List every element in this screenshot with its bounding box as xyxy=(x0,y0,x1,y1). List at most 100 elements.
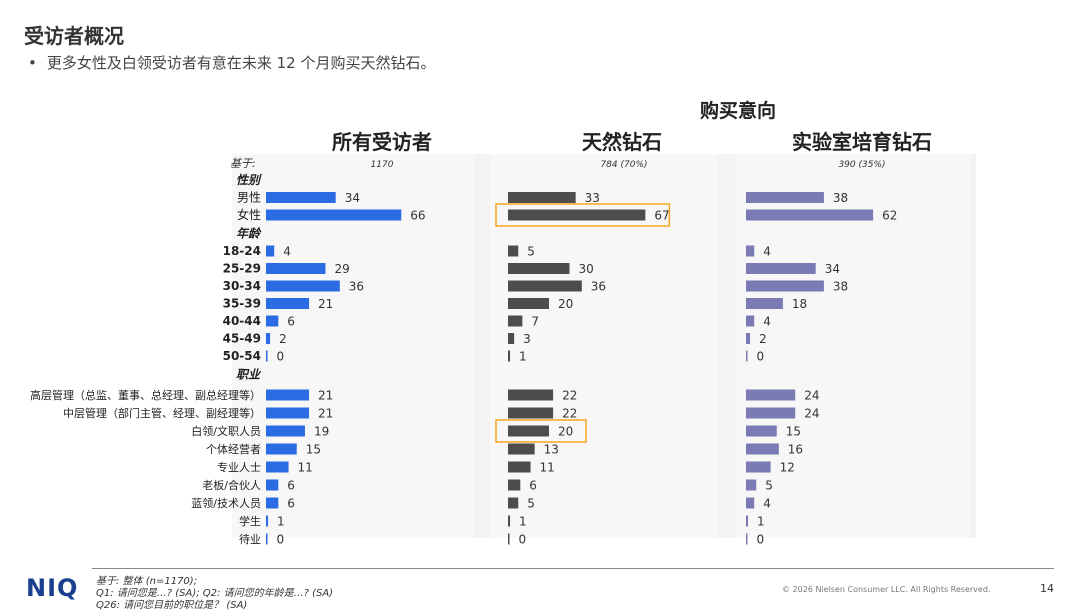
bar-value-label: 38 xyxy=(833,191,848,205)
bar-value-label: 6 xyxy=(529,479,537,493)
bar-value-label: 21 xyxy=(318,297,333,311)
highlight-box xyxy=(495,419,587,443)
footnote-3: Q26: 请问您目前的职位是？ (SA) xyxy=(96,600,248,611)
bar xyxy=(266,333,271,344)
bar xyxy=(266,350,268,362)
column-title-lab: 实验室培育钻石 xyxy=(792,130,932,154)
bar xyxy=(746,533,748,545)
bar-value-label: 0 xyxy=(277,533,285,547)
bar xyxy=(746,443,779,455)
section-label: 年龄 xyxy=(236,227,262,241)
bar-value-label: 24 xyxy=(804,407,819,421)
bar-value-label: 1 xyxy=(519,515,527,529)
niq-logo: NIQ xyxy=(26,574,79,602)
bar-value-label: 29 xyxy=(334,262,349,276)
bar-value-label: 13 xyxy=(544,443,559,457)
bar xyxy=(508,497,519,509)
bar-value-label: 11 xyxy=(298,461,313,475)
bar-value-label: 1 xyxy=(277,515,285,529)
bar-value-label: 2 xyxy=(759,332,767,346)
base-value: 1170 xyxy=(371,160,394,170)
bar-value-label: 0 xyxy=(757,533,765,547)
bar-value-label: 5 xyxy=(527,245,535,259)
highlight-box xyxy=(495,203,671,227)
bar xyxy=(266,280,340,292)
row-label: 白领/文职人员 xyxy=(191,424,261,438)
copyright: © 2026 Nielsen Consumer LLC. All Rights … xyxy=(782,585,991,594)
bar xyxy=(508,192,576,203)
bar-value-label: 34 xyxy=(345,191,360,205)
footnote-1: 基于: 整体 (n=1170); xyxy=(96,576,198,587)
base-value: 784 (70%) xyxy=(600,160,647,170)
bar-value-label: 3 xyxy=(523,332,531,346)
bar-value-label: 34 xyxy=(825,262,840,276)
page-number: 14 xyxy=(1040,582,1054,595)
bar-value-label: 1 xyxy=(519,350,527,364)
row-label: 老板/合伙人 xyxy=(202,478,261,492)
footer-divider xyxy=(92,568,1054,569)
chart-group-title: 购买意向 xyxy=(700,100,777,122)
row-label: 18-24 xyxy=(223,244,261,258)
row-label: 专业人士 xyxy=(217,460,261,474)
bar-value-label: 0 xyxy=(757,350,765,364)
bar-value-label: 30 xyxy=(579,262,594,276)
bar-value-label: 11 xyxy=(540,461,555,475)
row-label: 个体经营者 xyxy=(206,442,261,456)
bar-value-label: 18 xyxy=(792,297,807,311)
section-label: 性别 xyxy=(236,173,262,187)
bar-value-label: 33 xyxy=(585,191,600,205)
row-label: 30-34 xyxy=(223,279,261,293)
base-label: 基于: xyxy=(230,157,256,170)
bar-value-label: 15 xyxy=(306,443,321,457)
row-label: 中层管理（部门主管、经理、副经理等） xyxy=(63,406,261,420)
bar xyxy=(508,245,519,257)
bar-value-label: 62 xyxy=(882,209,897,223)
bar xyxy=(746,245,755,257)
row-label: 40-44 xyxy=(223,314,261,328)
bar xyxy=(746,407,796,419)
bar xyxy=(746,350,748,362)
bar-value-label: 5 xyxy=(527,497,535,511)
bar xyxy=(746,333,751,344)
bar xyxy=(746,263,816,274)
bar xyxy=(746,192,824,203)
bar-value-label: 67 xyxy=(654,209,669,223)
bar xyxy=(266,497,279,509)
key-finding-text: 更多女性及白领受访者有意在未来 12 个月购买天然钻石。 xyxy=(46,54,436,72)
bar xyxy=(266,245,275,257)
bullet-dot: • xyxy=(28,54,37,72)
bar-value-label: 36 xyxy=(349,280,364,294)
bar xyxy=(508,298,549,309)
column-title-natural: 天然钻石 xyxy=(582,130,662,154)
bar-value-label: 66 xyxy=(410,209,425,223)
row-label: 25-29 xyxy=(223,262,261,276)
bar-value-label: 4 xyxy=(763,245,771,259)
bar xyxy=(508,350,511,362)
bar xyxy=(266,515,269,527)
bar-value-label: 7 xyxy=(531,315,539,329)
bar xyxy=(746,209,874,221)
bar-value-label: 1 xyxy=(757,515,765,529)
bar-value-label: 38 xyxy=(833,280,848,294)
row-label: 男性 xyxy=(237,191,261,205)
section-label: 职业 xyxy=(236,368,262,382)
bar-value-label: 21 xyxy=(318,407,333,421)
bar-value-label: 2 xyxy=(279,332,287,346)
row-label: 蓝领/技术人员 xyxy=(191,497,261,510)
bar xyxy=(746,315,755,327)
bar xyxy=(266,315,279,327)
bar xyxy=(508,461,531,473)
row-label: 待业 xyxy=(239,532,261,546)
bar-value-label: 4 xyxy=(283,245,291,259)
bar xyxy=(508,389,554,401)
bar-value-label: 12 xyxy=(780,461,795,475)
bar xyxy=(508,280,582,292)
bar-value-label: 24 xyxy=(804,389,819,403)
bar xyxy=(266,461,289,473)
bar xyxy=(746,497,755,509)
bar xyxy=(508,515,511,527)
bar xyxy=(508,333,515,344)
bar xyxy=(746,425,777,437)
row-label: 35-39 xyxy=(223,297,261,311)
